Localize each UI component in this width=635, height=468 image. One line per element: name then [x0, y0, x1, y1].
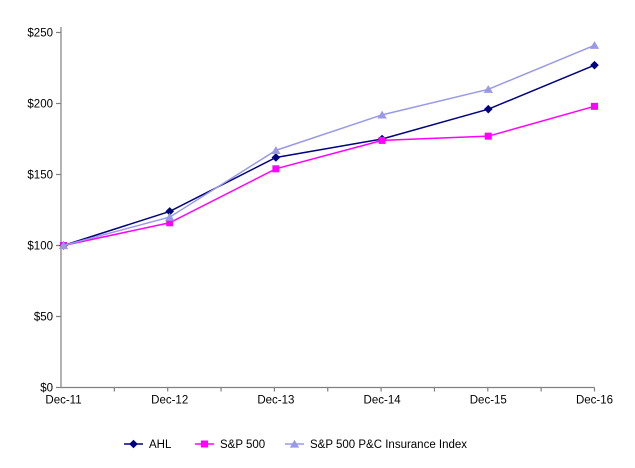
- data-point: [271, 146, 281, 154]
- y-axis-tick-label: $200: [27, 99, 53, 111]
- series-line-2: [63, 105, 595, 247]
- y-axis-tick-label: $250: [27, 28, 53, 40]
- x-axis-tick-label: Dec-13: [257, 395, 294, 407]
- data-point: [271, 153, 281, 162]
- data-point: [484, 104, 493, 114]
- x-axis-tick-label: Dec-14: [364, 395, 402, 407]
- series-line-1: [63, 64, 595, 247]
- data-point: [589, 41, 600, 49]
- legend-label: S&P 500 P&C Insurance Index: [310, 439, 467, 451]
- x-axis-tick-label: Dec-15: [470, 395, 507, 407]
- data-point: [590, 60, 599, 70]
- y-axis-tick-label: $150: [27, 170, 53, 182]
- series-line-3: [63, 44, 595, 247]
- data-point: [483, 85, 493, 93]
- y-axis-tick-label: $50: [34, 312, 53, 324]
- y-axis-tick-label: $100: [27, 241, 53, 253]
- legend-label: S&P 500: [220, 439, 265, 451]
- x-axis-tick-label: Dec-16: [576, 395, 613, 407]
- data-point: [166, 219, 174, 227]
- y-axis-tick-label: $0: [40, 383, 53, 395]
- x-axis-tick-label: Dec-11: [45, 395, 81, 407]
- x-axis-tick-label: Dec-12: [151, 395, 188, 407]
- data-point: [378, 136, 386, 144]
- data-point: [165, 207, 174, 216]
- legend-label: AHL: [149, 439, 172, 451]
- legend-marker-diamond-icon: [129, 439, 138, 449]
- data-point: [272, 165, 280, 173]
- data-point: [484, 132, 492, 140]
- data-point: [377, 110, 387, 119]
- data-point: [58, 241, 69, 250]
- data-point: [165, 212, 175, 221]
- data-point: [591, 102, 598, 110]
- legend-marker-square-icon: [201, 440, 208, 448]
- legend-marker-triangle-icon: [289, 439, 300, 448]
